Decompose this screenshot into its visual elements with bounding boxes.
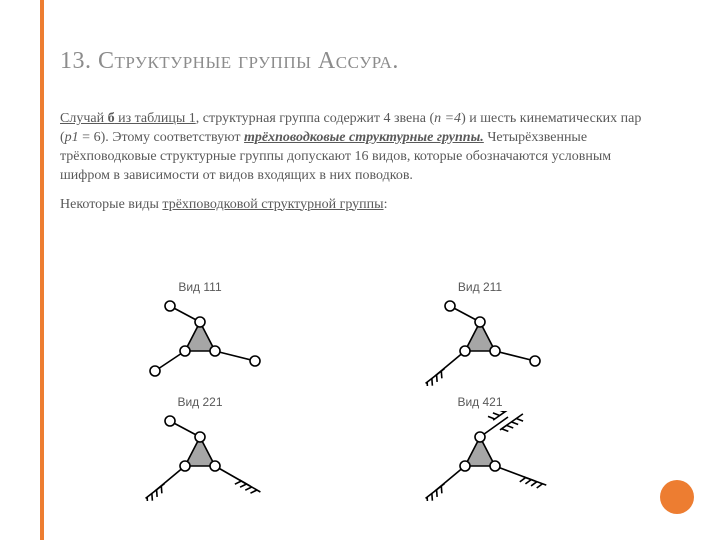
p1-n-eq: =4 [445,111,461,126]
page-indicator-icon [660,480,694,514]
paragraph-2: Некоторые виды трёхповодковой структурно… [60,196,650,215]
diagram-211-svg [380,296,580,386]
p2-link: трёхповодковой структурной группы [162,197,383,212]
p1-p1: p1 [65,130,79,145]
case-ref: Случай б из таблицы 1 [60,111,196,126]
p1-n: n [434,111,445,126]
paragraph-1: Случай б из таблицы 1, структурная групп… [60,110,650,186]
diagram-111: Вид 111 [90,280,310,385]
body-text: Случай б из таблицы 1, структурная групп… [60,110,650,224]
case-ref-post: из таблицы 1 [115,111,196,126]
diagram-grid: Вид 111 Вид 211 [90,280,610,500]
p1-term: трёхповодковые структурные группы. [244,130,484,145]
p2-post: : [384,197,388,212]
p1-frag-1: , структурная группа содержит 4 звена ( [196,111,434,126]
diagram-421-svg [380,411,580,501]
diagram-221-svg [100,411,300,501]
diagram-211-label: Вид 211 [370,280,590,294]
diagram-221-label: Вид 221 [90,395,310,409]
slide: 13. Структурные группы Ассура. Случай б … [0,0,720,540]
diagram-111-label: Вид 111 [90,280,310,294]
slide-title: 13. Структурные группы Ассура. [60,48,399,75]
case-ref-pre: Случай [60,111,108,126]
p2-pre: Некоторые виды [60,197,162,212]
p1-p1-eq: = 6). Этому соответствуют [79,130,244,145]
diagram-211: Вид 211 [370,280,590,385]
diagram-221: Вид 221 [90,395,310,500]
diagram-421-label: Вид 421 [370,395,590,409]
diagram-111-svg [100,296,300,386]
diagram-421: Вид 421 [370,395,590,500]
accent-bar [40,0,44,540]
case-ref-b: б [108,111,115,126]
